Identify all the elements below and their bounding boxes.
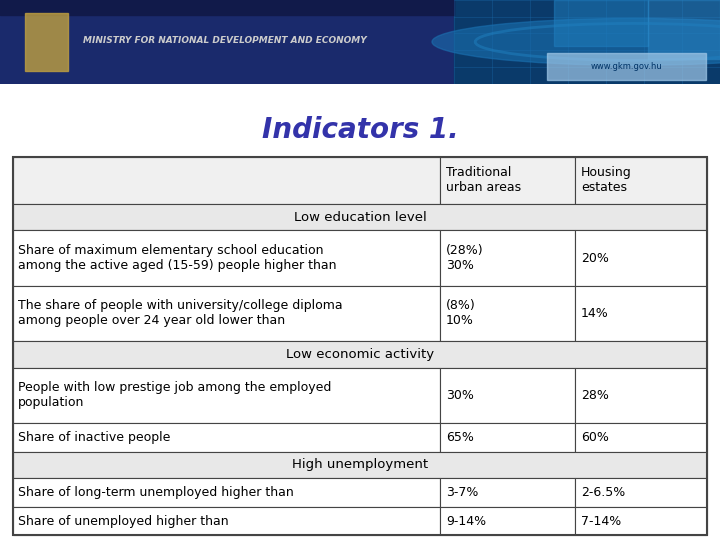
Bar bbox=[575, 368, 707, 423]
Bar bbox=[440, 231, 575, 286]
Bar bbox=[440, 507, 575, 536]
Bar bbox=[575, 231, 707, 286]
Bar bbox=[13, 204, 707, 231]
Text: 60%: 60% bbox=[581, 431, 609, 444]
Bar bbox=[575, 157, 707, 204]
Text: www.gkm.gov.hu: www.gkm.gov.hu bbox=[590, 62, 662, 71]
Text: High unemployment: High unemployment bbox=[292, 458, 428, 471]
Text: 3-7%: 3-7% bbox=[446, 486, 478, 499]
Bar bbox=[547, 53, 706, 79]
Bar bbox=[0, 0, 454, 84]
Text: The share of people with university/college diploma
among people over 24 year ol: The share of people with university/coll… bbox=[18, 299, 343, 327]
Bar bbox=[575, 507, 707, 536]
Bar bbox=[13, 231, 440, 286]
Bar bbox=[25, 12, 68, 71]
Text: 9-14%: 9-14% bbox=[446, 515, 486, 528]
Bar bbox=[13, 286, 440, 341]
Bar bbox=[575, 286, 707, 341]
Bar bbox=[13, 368, 440, 423]
Bar bbox=[13, 451, 707, 478]
Bar bbox=[13, 157, 440, 204]
Text: 28%: 28% bbox=[581, 389, 609, 402]
Text: Share of inactive people: Share of inactive people bbox=[18, 431, 171, 444]
Bar bbox=[13, 478, 440, 507]
Bar bbox=[0, 0, 454, 15]
Bar bbox=[648, 0, 720, 58]
Bar bbox=[13, 423, 440, 451]
Text: (28%)
30%: (28%) 30% bbox=[446, 244, 483, 272]
Text: Share of maximum elementary school education
among the active aged (15-59) peopl: Share of maximum elementary school educa… bbox=[18, 244, 336, 272]
Bar bbox=[13, 341, 707, 368]
Text: 30%: 30% bbox=[446, 389, 474, 402]
Text: Housing
estates: Housing estates bbox=[581, 166, 632, 194]
Bar bbox=[554, 0, 648, 46]
Text: 65%: 65% bbox=[446, 431, 474, 444]
Text: Traditional
urban areas: Traditional urban areas bbox=[446, 166, 521, 194]
Text: Share of unemployed higher than: Share of unemployed higher than bbox=[18, 515, 228, 528]
Bar bbox=[440, 478, 575, 507]
Text: MINISTRY FOR NATIONAL DEVELOPMENT AND ECONOMY: MINISTRY FOR NATIONAL DEVELOPMENT AND EC… bbox=[83, 36, 366, 45]
Text: Share of long-term unemployed higher than: Share of long-term unemployed higher tha… bbox=[18, 486, 294, 499]
Text: 2-6.5%: 2-6.5% bbox=[581, 486, 626, 499]
Text: 14%: 14% bbox=[581, 307, 609, 320]
Bar bbox=[13, 507, 440, 536]
Text: Low education level: Low education level bbox=[294, 211, 426, 224]
Bar bbox=[454, 0, 720, 84]
Text: (8%)
10%: (8%) 10% bbox=[446, 299, 476, 327]
Text: Low economic activity: Low economic activity bbox=[286, 348, 434, 361]
Text: 20%: 20% bbox=[581, 252, 609, 265]
Text: 7-14%: 7-14% bbox=[581, 515, 621, 528]
Text: Indicators 1.: Indicators 1. bbox=[261, 116, 459, 144]
Circle shape bbox=[432, 18, 720, 65]
Bar bbox=[440, 423, 575, 451]
Bar bbox=[13, 157, 707, 536]
Bar bbox=[575, 478, 707, 507]
Bar bbox=[440, 157, 575, 204]
Bar bbox=[575, 423, 707, 451]
Bar bbox=[440, 286, 575, 341]
Text: People with low prestige job among the employed
population: People with low prestige job among the e… bbox=[18, 381, 331, 409]
Bar bbox=[440, 368, 575, 423]
